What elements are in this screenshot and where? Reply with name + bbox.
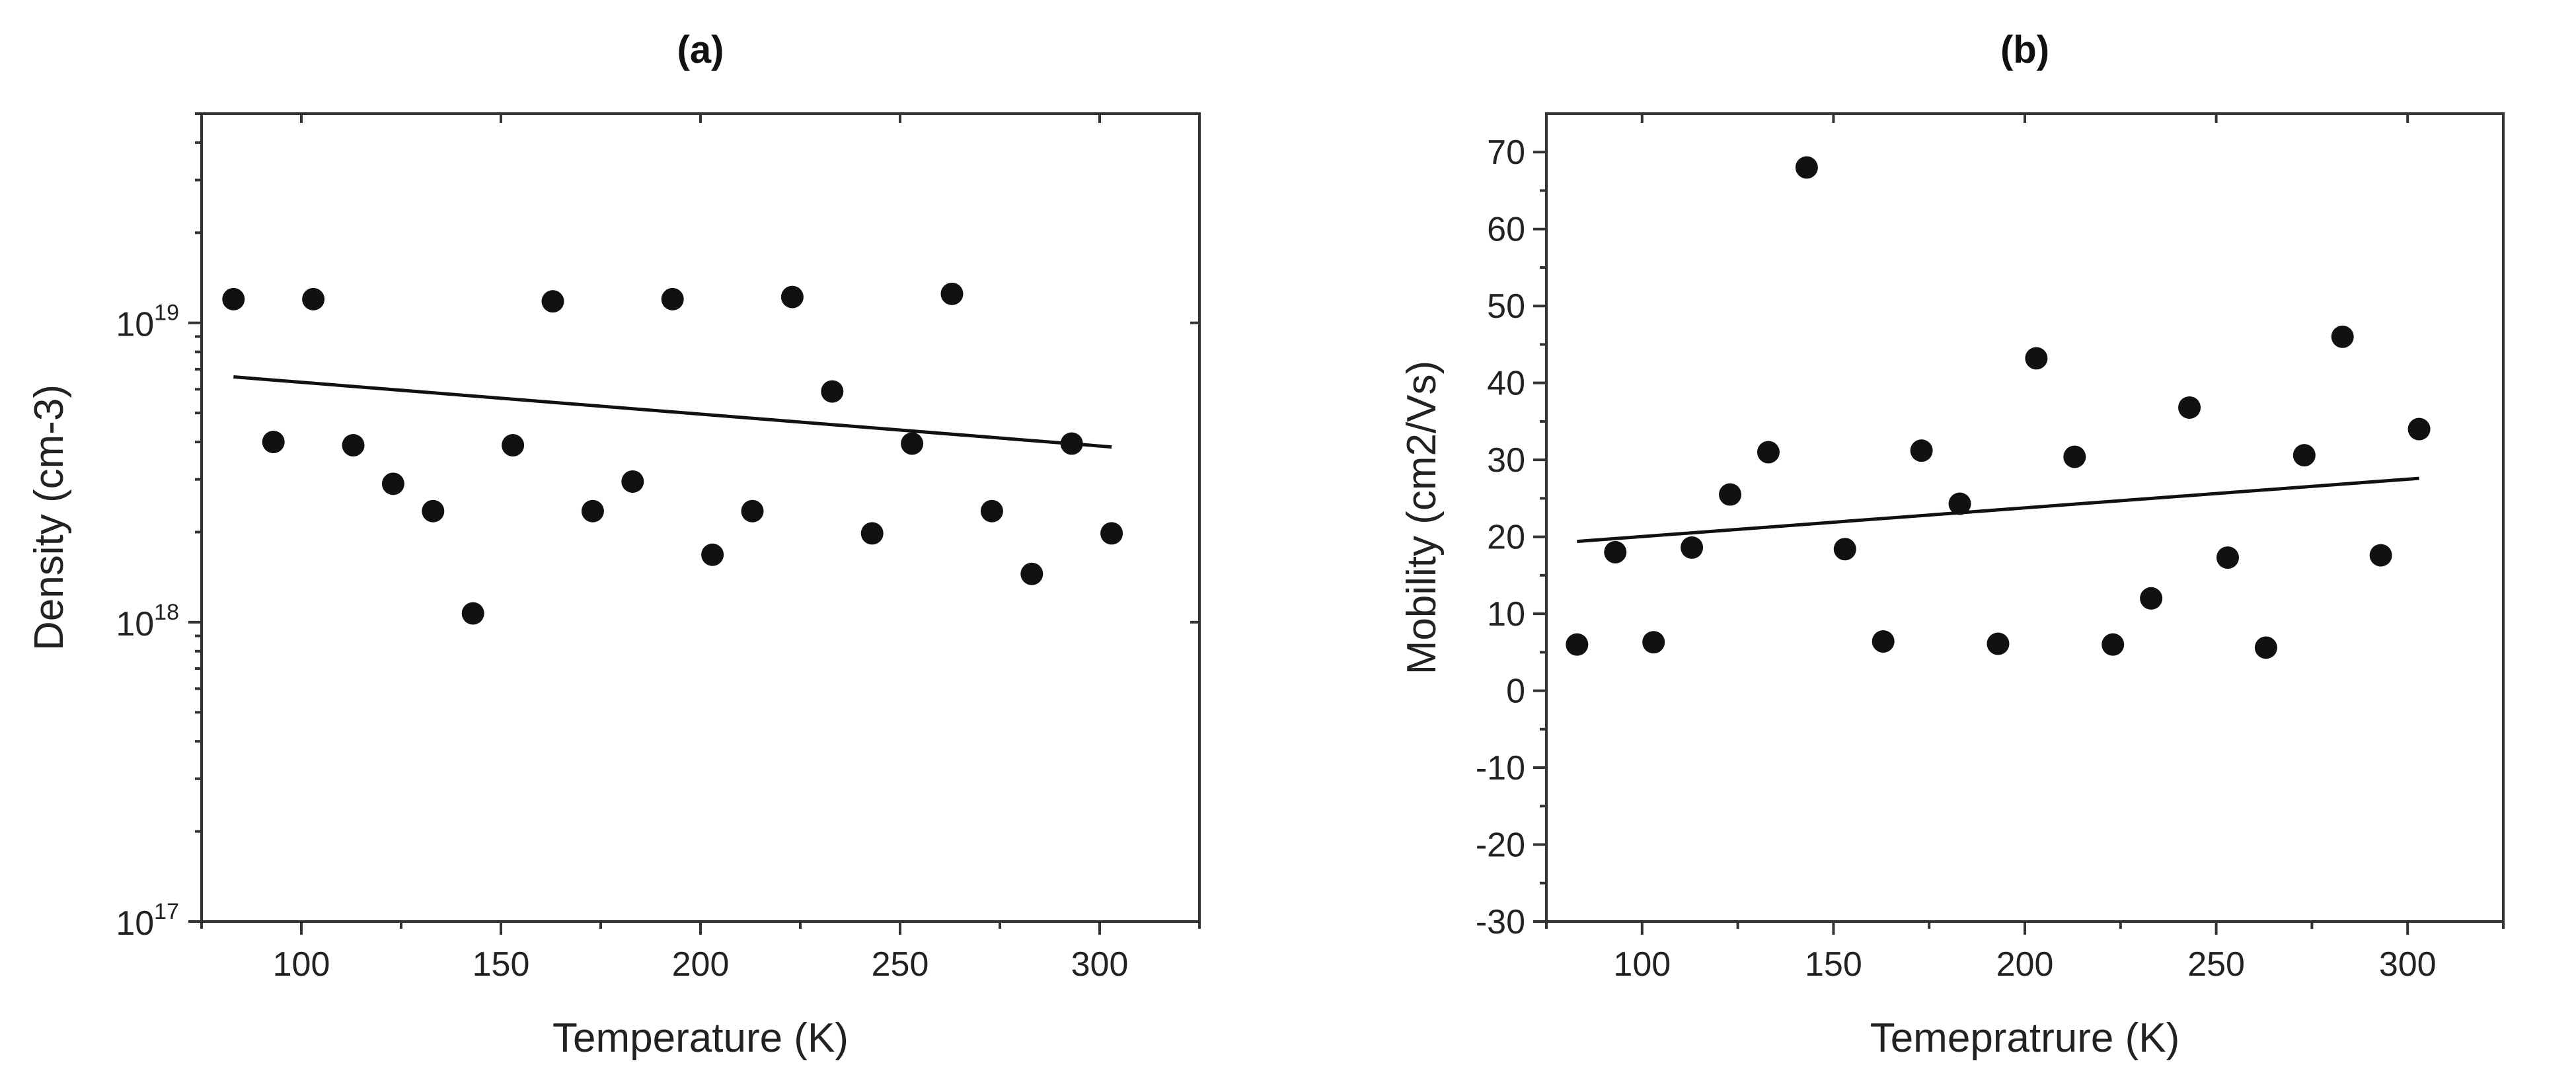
data-point — [2216, 546, 2239, 569]
data-point — [461, 602, 484, 625]
x-tick-label: 150 — [473, 945, 530, 984]
x-tick-label: 250 — [872, 945, 929, 984]
data-point — [2369, 544, 2392, 567]
y-tick-label: 30 — [1487, 441, 1525, 480]
y-tick-label: 60 — [1487, 211, 1525, 249]
data-point — [1604, 540, 1627, 563]
plot-frame — [200, 112, 1201, 923]
data-point — [342, 434, 365, 457]
x-axis-label: Temepratrure (K) — [1870, 1015, 2180, 1061]
data-point — [302, 287, 325, 310]
data-point — [741, 499, 764, 523]
data-point — [2140, 587, 2163, 610]
y-tick-label: 10 — [1487, 595, 1525, 634]
plot-frame — [1545, 112, 2505, 923]
data-point — [2292, 444, 2316, 467]
fit-line — [1577, 476, 2419, 544]
data-point — [2178, 396, 2201, 419]
data-point — [621, 470, 644, 493]
data-point — [581, 499, 604, 523]
panel-title: (b) — [2000, 28, 2049, 71]
y-tick-label: 50 — [1487, 287, 1525, 326]
data-point — [1566, 633, 1589, 656]
data-point — [1719, 483, 1742, 506]
chart-panel-a: (a) 100 150 200 250 300 1017 1018 1019 Temperatur… — [26, 28, 1201, 1061]
data-point — [222, 287, 245, 310]
data-point — [1757, 441, 1780, 464]
data-point — [980, 499, 1003, 523]
y-tick-label: 1018 — [116, 600, 179, 643]
data-point — [1833, 538, 1856, 561]
x-tick-label: 150 — [1805, 945, 1862, 984]
x-tick-label: 300 — [1071, 945, 1129, 984]
data-point — [1987, 632, 2010, 655]
x-tick-label: 300 — [2379, 945, 2437, 984]
data-point — [422, 499, 445, 523]
y-tick-label: 20 — [1487, 519, 1525, 557]
data-point — [701, 543, 724, 566]
y-axis-label: Mobility (cm2/Vs) — [1399, 361, 1445, 674]
x-tick-label: 250 — [2187, 945, 2245, 984]
data-point — [2254, 636, 2277, 659]
y-tick-label: 40 — [1487, 365, 1525, 403]
y-tick-label: -30 — [1476, 903, 1525, 941]
data-point — [262, 431, 285, 454]
x-tick-label: 200 — [672, 945, 730, 984]
x-axis-label: Temperature (K) — [552, 1015, 849, 1061]
data-point — [1020, 562, 1043, 585]
data-point — [2025, 347, 2048, 370]
data-point — [940, 282, 964, 305]
data-point — [1910, 439, 1933, 462]
y-tick-label: 1017 — [116, 899, 179, 943]
x-tick-label: 200 — [1996, 945, 2054, 984]
x-tick-label: 100 — [1613, 945, 1671, 984]
data-point — [2102, 633, 2125, 656]
data-point — [1642, 631, 1665, 654]
chart-panel-b: (b) 100 150 200 250 300 -30 -20 -10 0 10 20 30 40 50 60… — [1399, 28, 2505, 1061]
data-point — [780, 285, 804, 308]
data-point — [1100, 522, 1123, 545]
y-tick-label: 0 — [1506, 672, 1525, 711]
data-point — [2331, 325, 2354, 348]
data-point — [541, 290, 564, 313]
data-point — [821, 380, 844, 403]
y-axis-label: Density (cm-3) — [26, 384, 72, 651]
data-point — [1872, 630, 1895, 653]
panel-title: (a) — [677, 28, 724, 71]
y-tick-label: -20 — [1476, 826, 1525, 865]
y-tick-label: 70 — [1487, 133, 1525, 172]
y-tick-label: 1019 — [116, 301, 179, 344]
data-point — [2407, 417, 2431, 441]
data-point — [661, 287, 684, 310]
data-point — [502, 434, 525, 457]
data-point — [1948, 492, 1971, 515]
y-tick-label: -10 — [1476, 749, 1525, 787]
data-point — [901, 432, 924, 455]
data-point — [2063, 445, 2086, 468]
data-point — [1795, 156, 1818, 179]
fit-line — [233, 375, 1112, 449]
data-point — [1681, 536, 1704, 559]
data-point — [860, 522, 884, 545]
x-tick-label: 100 — [273, 945, 330, 984]
data-point — [1060, 432, 1083, 455]
data-point — [381, 472, 404, 495]
